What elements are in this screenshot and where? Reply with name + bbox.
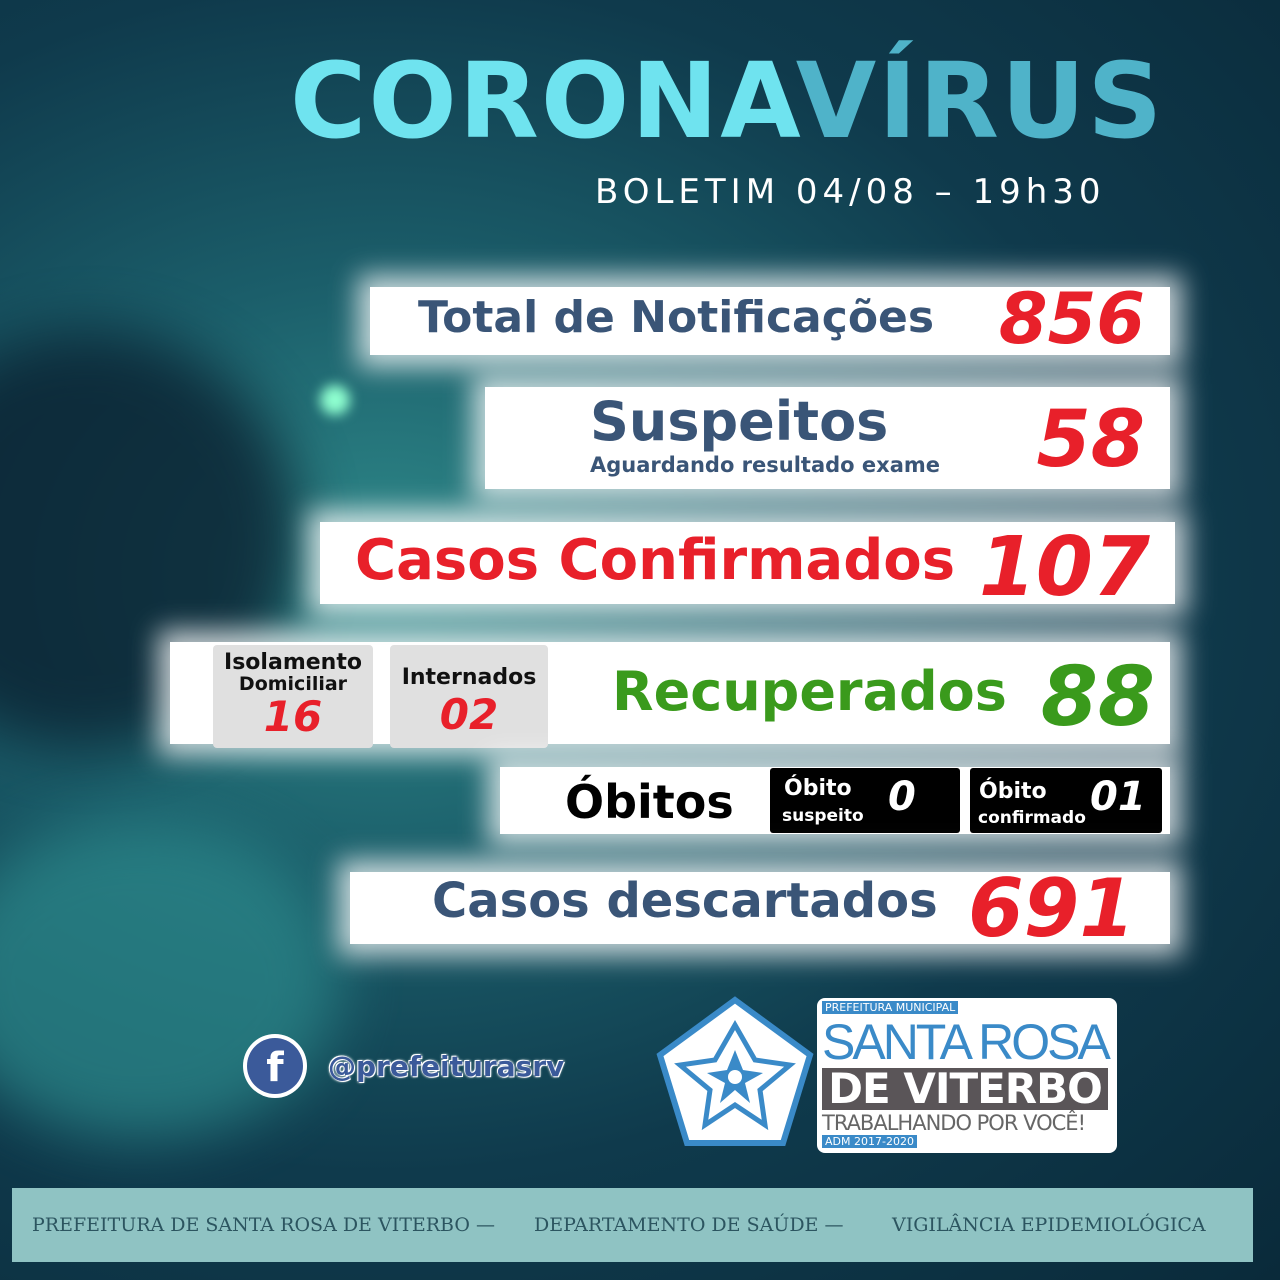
- rose-emblem-icon: [656, 996, 814, 1146]
- isolamento-label: Isolamento: [224, 650, 362, 675]
- suspeitos-sublabel: Aguardando resultado exame: [590, 453, 940, 477]
- internados-label: Internados: [401, 665, 537, 690]
- confirmados-value: 107: [978, 520, 1150, 615]
- obitos-label: Óbitos: [565, 775, 734, 829]
- logo-top: PREFEITURA MUNICIPAL: [822, 1001, 959, 1014]
- bulletin-date: BOLETIM 04/08 – 19h30: [595, 172, 1106, 212]
- recuperados-value: 88: [1040, 650, 1155, 745]
- recuperados-label: Recuperados: [612, 660, 1007, 723]
- footer-bar: PREFEITURA DE SANTA ROSA DE VITERBO — DE…: [12, 1188, 1253, 1262]
- obito-suspeito-sublabel: suspeito: [782, 806, 864, 826]
- obito-confirmado-sublabel: confirmado: [978, 808, 1086, 828]
- row-descartados: [350, 872, 1170, 944]
- suspeitos-value: 58: [1036, 395, 1145, 485]
- obito-suspeito-box: Óbito suspeito 0: [770, 768, 960, 833]
- row-suspeitos: [485, 387, 1170, 489]
- row-notificacoes: [370, 287, 1170, 355]
- logo-slogan: TRABALHANDO POR VOCÊ!: [822, 1111, 1086, 1135]
- isolamento-value: 16: [263, 692, 323, 741]
- city-logo: PREFEITURA MUNICIPAL SANTA ROSA DE VITER…: [817, 998, 1117, 1153]
- notificacoes-value: 856: [998, 278, 1145, 360]
- page-title: CORONAVÍRUS: [290, 40, 1164, 162]
- descartados-label: Casos descartados: [432, 873, 938, 929]
- domiciliar-label: Domiciliar: [238, 673, 348, 695]
- logo-adm: ADM 2017-2020: [822, 1135, 917, 1148]
- notificacoes-label: Total de Notificações: [418, 292, 935, 343]
- obito-suspeito-label: Óbito: [784, 776, 852, 801]
- footer-vigilancia: VIGILÂNCIA EPIDEMIOLÓGICA: [892, 1214, 1206, 1236]
- suspeitos-label: Suspeitos: [590, 390, 889, 453]
- internados-value: 02: [439, 690, 499, 739]
- obito-confirmado-value: 01: [1090, 774, 1146, 820]
- footer-departamento: DEPARTAMENTO DE SAÚDE —: [534, 1214, 844, 1236]
- footer-prefeitura: PREFEITURA DE SANTA ROSA DE VITERBO —: [32, 1214, 495, 1236]
- logo-line2: DE VITERBO: [822, 1068, 1108, 1110]
- facebook-handle[interactable]: @prefeiturasrv: [328, 1050, 565, 1083]
- isolamento-box: Isolamento Domiciliar 16: [213, 645, 373, 748]
- glow-dot: [320, 385, 350, 415]
- logo-line1: SANTA ROSA: [822, 1014, 1111, 1070]
- row-confirmados: [320, 522, 1175, 604]
- title-corona: CORONA: [290, 40, 796, 162]
- obito-confirmado-label: Óbito: [979, 779, 1047, 804]
- descartados-value: 691: [968, 862, 1135, 955]
- internados-box: Internados 02: [390, 645, 548, 748]
- obito-suspeito-value: 0: [888, 774, 916, 820]
- title-virus: VÍRUS: [795, 40, 1165, 162]
- facebook-icon[interactable]: f: [243, 1034, 307, 1098]
- confirmados-label: Casos Confirmados: [355, 528, 956, 593]
- obito-confirmado-box: Óbito confirmado 01: [970, 768, 1162, 833]
